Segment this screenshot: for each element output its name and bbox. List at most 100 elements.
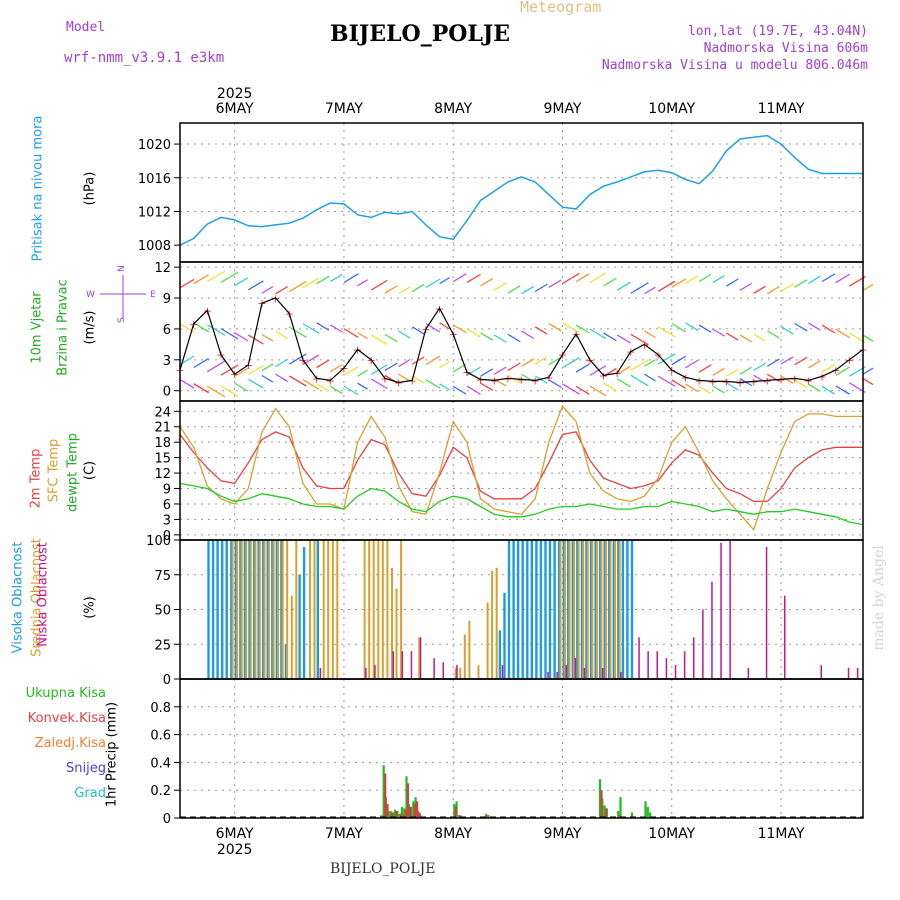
low-cloud-bar	[856, 667, 859, 678]
wind-barb	[780, 356, 794, 365]
wind-barb	[821, 273, 836, 283]
low-cloud-bar	[419, 637, 422, 678]
wind-barb	[521, 358, 535, 367]
wind-barb	[712, 385, 725, 394]
wind-barb	[480, 332, 494, 341]
low-cloud-bar	[565, 665, 567, 678]
wind-barb	[603, 332, 617, 342]
legend-hail: Grad	[74, 786, 106, 801]
precip-convective-bar	[404, 809, 407, 818]
day-label-bottom: 8MAY	[434, 826, 472, 842]
low-cloud-bar	[638, 637, 640, 678]
high-cloud-bar	[535, 540, 538, 678]
low-cloud-bar	[601, 667, 604, 678]
wind-barb	[193, 274, 209, 285]
day-label-top: 6MAY	[216, 101, 254, 117]
high-cloud-bar	[576, 540, 579, 678]
mid-cloud-bar	[595, 540, 598, 678]
wind-barb	[644, 373, 656, 382]
precip-convective-bar	[391, 812, 394, 818]
wind-barb	[411, 356, 425, 365]
mid-cloud-bar	[614, 540, 617, 678]
wind-barb	[316, 383, 330, 392]
wind-barb	[698, 324, 712, 333]
pressure-line	[179, 134, 863, 246]
wind-barb	[821, 324, 836, 334]
wind-barb	[480, 382, 494, 391]
wind-barb	[575, 363, 590, 373]
wind-barb	[794, 356, 808, 366]
wind-barb	[548, 356, 562, 366]
high-cloud-bar	[284, 644, 288, 679]
wind-barb	[698, 273, 712, 283]
wind-barb	[767, 373, 780, 382]
wind-barb	[575, 324, 590, 334]
panel-frame	[179, 678, 864, 819]
wind-barb	[398, 330, 411, 339]
y-tick-label: 0.6	[150, 729, 171, 744]
precip-convective-bar	[409, 806, 412, 818]
y-tick-label: 6	[163, 323, 171, 338]
mid-cloud-bar	[486, 602, 489, 678]
high-cloud-bar	[612, 540, 615, 678]
mid-cloud-bar	[281, 540, 284, 678]
y-tick-label: 0	[163, 673, 171, 688]
wind-barb	[247, 280, 264, 291]
wind-barb	[452, 385, 467, 395]
wind-barb	[726, 368, 739, 377]
wind-barb	[726, 332, 739, 341]
wind-barb	[821, 385, 836, 395]
wind-barb	[480, 278, 494, 287]
mid-cloud-bar	[295, 540, 298, 678]
wind-barb	[521, 285, 535, 295]
precip-total-bar	[603, 805, 606, 818]
y-tick-label: 15	[154, 452, 171, 467]
y-tick-label: 6	[163, 498, 171, 513]
y-tick-label: 0	[163, 529, 171, 544]
wind-barb	[739, 366, 752, 375]
high-cloud-bar	[526, 540, 529, 678]
wind-barb	[220, 385, 239, 397]
wind-barb	[616, 334, 631, 344]
wind-barb	[425, 355, 441, 366]
precip-total-bar	[398, 813, 401, 818]
mid-cloud-bar	[586, 540, 589, 678]
y-tick-label: 1016	[138, 172, 171, 187]
wind-barb	[220, 271, 239, 283]
wind-barb	[466, 273, 481, 284]
temp-2m-line	[179, 431, 863, 503]
wind-barb	[862, 378, 874, 386]
wind-barb	[316, 275, 330, 285]
footer-station: BIJELO_POLJE	[330, 861, 436, 877]
y-tick-label: 3	[163, 513, 171, 528]
day-label-bottom: 10MAY	[648, 826, 695, 842]
wind-barb	[439, 277, 450, 285]
wind-barb	[862, 334, 874, 342]
wind-barb	[343, 273, 359, 283]
precip-total-bar	[619, 797, 622, 818]
mid-cloud-bar	[395, 588, 398, 678]
wind-barb	[343, 328, 359, 338]
wind-barb	[835, 328, 850, 339]
wind-barb	[193, 357, 209, 368]
precip-convective-bar	[418, 812, 421, 818]
wind-barb	[452, 324, 467, 334]
compass-n: N	[117, 265, 127, 272]
wind-barb	[726, 382, 739, 391]
wind-barb	[357, 332, 368, 340]
mid-cloud-bar	[236, 540, 239, 678]
high-cloud-bar	[626, 540, 629, 678]
axes-layer: 6MAY 6MAY 7MAY 7MAY 8MAY 8MAY 9MAY 9MAY 10MAY 10M…	[86, 86, 864, 858]
high-cloud-bar	[571, 540, 574, 678]
high-cloud-bar	[257, 540, 260, 678]
mid-cloud-bar	[249, 540, 252, 678]
y-tick-label: 75	[154, 569, 171, 584]
y-tick-label: 9	[163, 292, 171, 307]
wind-barb	[630, 333, 649, 346]
wind-barb	[589, 272, 607, 284]
mid-cloud-bar	[605, 540, 607, 678]
precip-convective-bar	[413, 804, 416, 818]
y-tick-label: 25	[154, 638, 171, 653]
wind-barb	[439, 322, 450, 330]
